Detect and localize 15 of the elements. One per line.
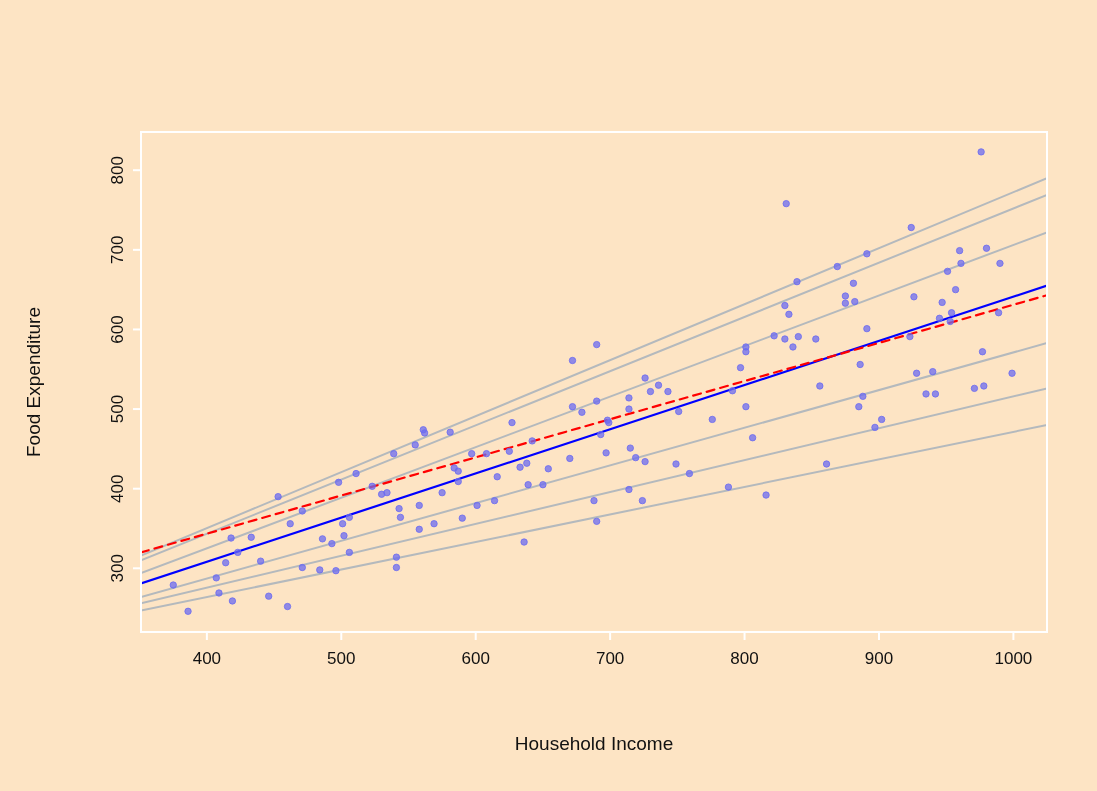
- y-axis-title: Food Expenditure: [23, 307, 44, 457]
- y-tick-label: 800: [108, 156, 127, 185]
- y-tick-label: 700: [108, 235, 127, 265]
- x-tick-label: 500: [327, 649, 356, 668]
- x-tick-label: 900: [864, 649, 894, 668]
- x-tick-label: 1000: [994, 649, 1033, 668]
- y-tick-label: 500: [108, 394, 127, 424]
- y-tick-label: 300: [108, 554, 127, 583]
- x-tick-label: 800: [730, 649, 759, 668]
- x-tick-label: 700: [595, 649, 625, 668]
- y-tick-label: 600: [108, 315, 127, 344]
- y-tick-label: 400: [108, 474, 127, 503]
- x-tick-label: 600: [461, 649, 490, 668]
- x-tick-label: 400: [192, 649, 222, 668]
- x-axis-title: Household Income: [514, 733, 674, 754]
